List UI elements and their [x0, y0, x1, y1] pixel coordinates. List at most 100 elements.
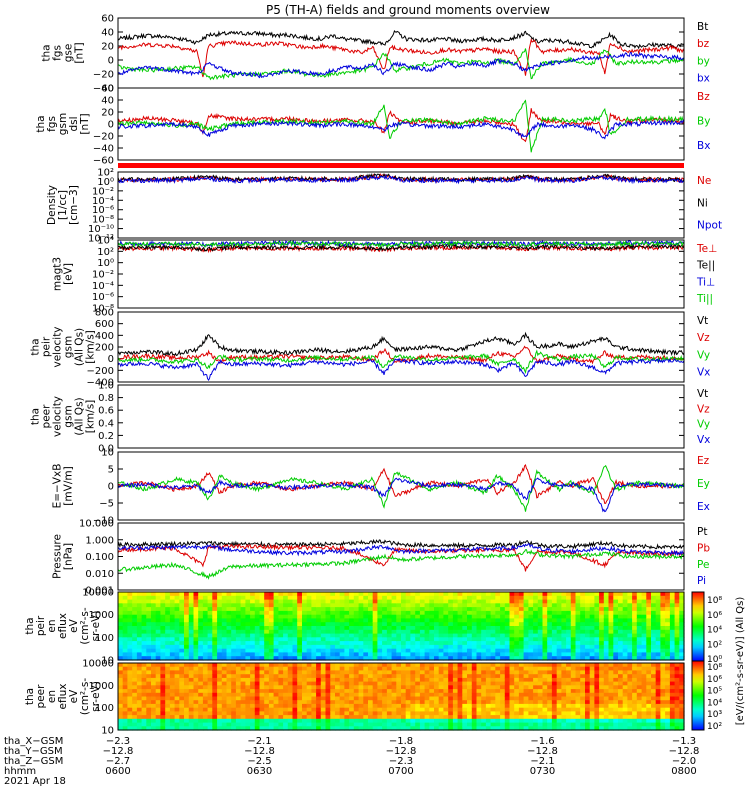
heatmap-cell: [514, 592, 520, 597]
heatmap-cell: [320, 700, 327, 705]
heatmap-cell: [254, 674, 261, 679]
heatmap-cell: [287, 703, 294, 709]
heatmap-cell: [202, 670, 209, 675]
heatmap-cell: [212, 610, 218, 616]
heatmap-cell: [580, 718, 586, 724]
heatmap-cell: [292, 674, 298, 679]
heatmap-cell: [283, 663, 289, 668]
heatmap-cell: [217, 592, 223, 597]
heatmap-cell: [165, 626, 171, 631]
heatmap-cell: [471, 652, 478, 657]
heatmap-cell: [188, 603, 195, 608]
heatmap-cell: [127, 641, 133, 646]
heatmap-cell: [537, 700, 544, 705]
heatmap-cell: [169, 711, 176, 716]
heatmap-cell: [518, 595, 525, 601]
heatmap-cell: [325, 700, 331, 705]
heatmap-cell: [231, 696, 237, 701]
heatmap-cell: [320, 677, 327, 683]
heatmap-cell: [118, 614, 124, 620]
y-axis-label: Density[1/cc][cm−3]: [46, 185, 80, 225]
heatmap-cell: [613, 666, 619, 671]
heatmap-cell: [655, 622, 661, 627]
heatmap-cell: [198, 726, 204, 731]
heatmap-cell: [401, 641, 407, 646]
heatmap-cell: [231, 689, 237, 694]
heatmap-cell: [136, 595, 143, 601]
heatmap-cell: [212, 663, 218, 668]
heatmap-cell: [603, 629, 610, 635]
heatmap-cell: [231, 629, 237, 635]
heatmap-cell: [585, 689, 591, 694]
heatmap-cell: [198, 692, 204, 698]
heatmap-cell: [410, 681, 416, 686]
heatmap-cell: [235, 607, 242, 612]
heatmap-cell: [613, 689, 619, 694]
heatmap-cell: [608, 726, 614, 731]
heatmap-cell: [585, 656, 591, 661]
heatmap-cell: [382, 603, 388, 608]
heatmap-cell: [188, 677, 195, 683]
heatmap-cell: [292, 677, 298, 683]
heatmap-cell: [250, 637, 256, 642]
heatmap-cell: [339, 715, 345, 720]
heatmap-cell: [212, 703, 218, 709]
heatmap-cell: [297, 696, 303, 701]
heatmap-cell: [651, 595, 657, 601]
heatmap-cell: [452, 711, 459, 716]
heatmap-cell: [160, 595, 166, 601]
heatmap-cell: [636, 626, 643, 631]
heatmap-cell: [410, 629, 416, 635]
heatmap-cell: [391, 722, 397, 727]
heatmap-cell: [547, 644, 553, 650]
y-tick-label: 10: [101, 726, 114, 737]
heatmap-cell: [551, 689, 558, 694]
heatmap-cell: [500, 644, 506, 650]
heatmap-cell: [386, 648, 393, 654]
heatmap-cell: [575, 614, 581, 620]
heatmap-cell: [396, 681, 402, 686]
heatmap-cell: [462, 674, 468, 679]
heatmap-cell: [419, 718, 426, 724]
heatmap-cell: [292, 711, 298, 716]
heatmap-cell: [316, 726, 322, 731]
heatmap-cell: [599, 663, 605, 668]
heatmap-cell: [287, 715, 294, 720]
heatmap-cell: [523, 603, 529, 608]
heatmap-cell: [669, 592, 676, 597]
heatmap-cell: [122, 614, 128, 620]
heatmap-cell: [514, 711, 520, 716]
heatmap-cell: [174, 656, 180, 661]
heatmap-cell: [429, 663, 435, 668]
heatmap-cell: [306, 700, 312, 705]
heatmap-cell: [457, 652, 463, 657]
heatmap-cell: [363, 656, 369, 661]
heatmap-cell: [339, 595, 345, 601]
heatmap-cell: [146, 622, 152, 627]
heatmap-cell: [580, 607, 586, 612]
heatmap-cell: [146, 663, 152, 668]
heatmap-cell: [193, 689, 199, 694]
heatmap-cell: [250, 626, 256, 631]
heatmap-cell: [391, 592, 397, 597]
heatmap-cell: [500, 707, 506, 712]
heatmap-cell: [240, 648, 246, 654]
heatmap-cell: [391, 663, 397, 668]
heatmap-cell: [264, 603, 270, 608]
heatmap-cell: [424, 644, 430, 650]
heatmap-cell: [641, 674, 647, 679]
heatmap-cell: [462, 689, 468, 694]
heatmap-cell: [490, 648, 496, 654]
heatmap-cell: [320, 595, 327, 601]
heatmap-cell: [306, 692, 312, 698]
heatmap-cell: [580, 663, 586, 668]
heatmap-cell: [632, 681, 638, 686]
heatmap-cell: [264, 692, 270, 698]
heatmap-cell: [622, 603, 628, 608]
heatmap-cell: [240, 718, 246, 724]
heatmap-cell: [212, 641, 218, 646]
heatmap-cell: [264, 656, 270, 661]
heatmap-cell: [585, 681, 591, 686]
heatmap-cell: [221, 648, 228, 654]
heatmap-cell: [622, 592, 628, 597]
